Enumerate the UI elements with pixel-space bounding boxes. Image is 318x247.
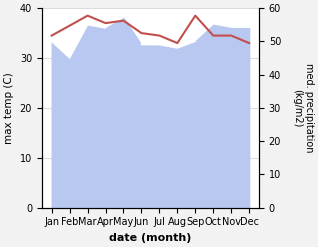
X-axis label: date (month): date (month): [109, 233, 192, 243]
Y-axis label: med. precipitation
(kg/m2): med. precipitation (kg/m2): [292, 63, 314, 153]
Y-axis label: max temp (C): max temp (C): [4, 72, 14, 144]
